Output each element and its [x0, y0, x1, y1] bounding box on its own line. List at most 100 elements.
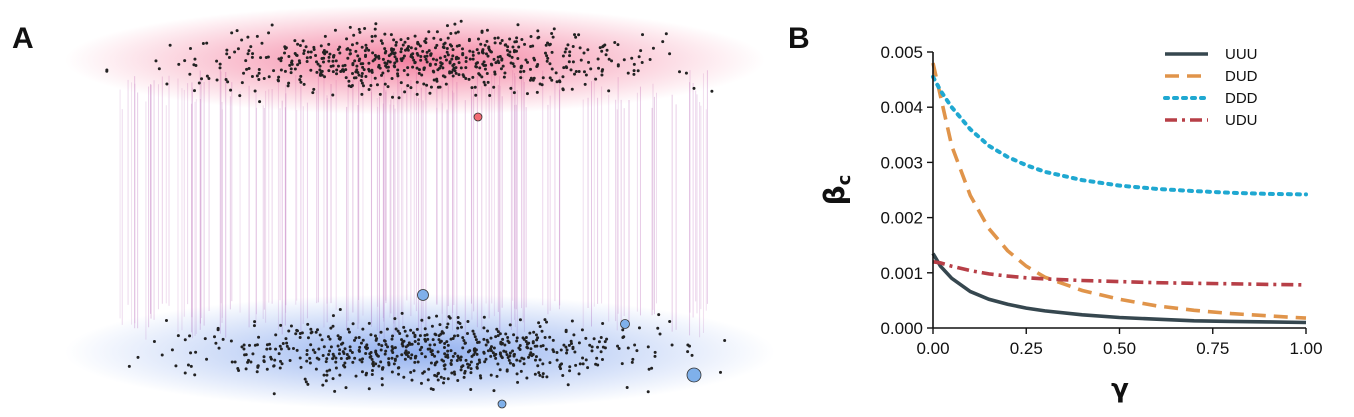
top-layer-node — [193, 57, 197, 61]
top-layer-node — [607, 89, 611, 93]
bottom-layer-node — [357, 348, 361, 352]
top-layer-node — [312, 47, 316, 51]
top-layer-node — [357, 73, 361, 77]
top-layer-node — [441, 45, 445, 49]
bottom-layer-node — [331, 357, 335, 361]
top-layer-node — [188, 72, 192, 76]
bottom-layer-node — [462, 339, 466, 343]
top-layer-node — [393, 55, 397, 59]
bottom-layer-node — [375, 337, 379, 341]
top-layer-node — [235, 29, 239, 33]
top-layer-node — [255, 74, 259, 78]
top-layer-node — [577, 33, 581, 37]
top-layer-node — [259, 56, 263, 60]
top-layer-node — [360, 45, 364, 49]
bottom-layer-node — [588, 343, 592, 347]
y-ticks: 0.000 0.001 0.002 0.003 0.004 0.005 — [880, 43, 933, 338]
bottom-layer-node — [193, 373, 197, 377]
bottom-layer-node — [465, 331, 469, 335]
bottom-layer-node — [350, 351, 354, 355]
top-layer-node — [362, 68, 366, 72]
top-layer-node — [375, 83, 379, 87]
top-layer-node — [380, 41, 384, 45]
top-layer-node — [226, 80, 230, 84]
top-layer-node — [367, 48, 371, 52]
bottom-layer-node — [317, 347, 321, 351]
bottom-layer-node — [409, 370, 413, 374]
interlayer-links — [119, 70, 708, 340]
top-layer-node — [435, 43, 439, 47]
y-axis-label: βc — [818, 175, 855, 206]
top-layer-node — [487, 46, 491, 50]
top-layer-node — [257, 68, 261, 71]
bottom-layer-node — [473, 335, 477, 339]
bottom-layer-node — [318, 333, 322, 337]
bottom-layer-node — [309, 343, 313, 347]
top-layer-node — [242, 71, 246, 75]
top-layer-node — [301, 39, 305, 43]
top-layer-node — [360, 72, 364, 76]
bottom-layer-node — [498, 368, 502, 372]
top-layer-node — [397, 96, 401, 100]
top-layer-node — [431, 57, 435, 61]
top-layer-node — [388, 60, 392, 64]
bottom-layer-node — [451, 354, 455, 358]
bottom-layer-node — [364, 352, 368, 356]
top-layer-node — [392, 38, 396, 42]
top-layer-node — [605, 48, 609, 52]
top-layer-node — [359, 62, 363, 66]
bottom-layer-node — [322, 345, 326, 349]
top-layer-node — [496, 59, 500, 63]
bottom-layer-node — [351, 360, 355, 364]
top-layer-node — [283, 69, 287, 73]
top-layer-node — [587, 60, 591, 64]
bottom-layer-node — [533, 358, 537, 362]
bottom-layer-node — [511, 349, 515, 353]
top-layer-node — [489, 62, 493, 66]
top-layer-node — [312, 87, 316, 91]
top-layer-node — [602, 44, 606, 48]
top-layer-node — [323, 34, 327, 38]
bottom-layer-node — [325, 369, 329, 373]
top-layer-node — [632, 69, 636, 73]
top-layer-node — [558, 79, 562, 83]
bottom-layer-node — [569, 339, 573, 343]
top-layer-node — [358, 30, 362, 34]
bottom-layer-node — [410, 378, 414, 382]
bottom-layer-node — [482, 315, 486, 319]
bottom-layer-node — [321, 353, 325, 357]
bottom-layer-node — [482, 337, 486, 341]
bottom-layer-node — [445, 325, 449, 329]
bottom-layer-node — [469, 387, 473, 391]
top-layer-node — [240, 81, 244, 85]
top-layer-node — [508, 50, 512, 54]
bottom-hub-node-4 — [497, 399, 507, 409]
top-layer-node — [448, 71, 452, 75]
top-layer-node — [474, 62, 478, 66]
top-layer-node — [428, 63, 432, 67]
bottom-layer-node — [416, 360, 420, 364]
bottom-layer-node — [396, 366, 400, 370]
top-layer-node — [290, 59, 294, 63]
top-layer-node — [389, 52, 393, 56]
top-layer-node — [318, 68, 322, 72]
top-layer-node — [573, 33, 577, 37]
top-layer-node — [529, 35, 533, 39]
bottom-layer-node — [288, 358, 292, 362]
bottom-layer-node — [533, 344, 537, 348]
top-layer-node — [640, 61, 644, 65]
top-layer-node — [479, 42, 483, 46]
top-layer-node — [496, 55, 500, 59]
bottom-layer-node — [361, 338, 365, 342]
bottom-layer-node — [449, 337, 453, 341]
bottom-layer-node — [383, 352, 387, 356]
bottom-layer-node — [217, 346, 221, 350]
top-layer-node — [427, 49, 431, 53]
bottom-layer-node — [265, 367, 269, 371]
top-layer-node — [250, 55, 254, 59]
top-layer-node — [194, 63, 198, 67]
top-layer-node — [298, 44, 302, 48]
bottom-layer-node — [160, 353, 164, 357]
bottom-layer-node — [529, 347, 533, 351]
bottom-layer-node — [367, 387, 371, 391]
